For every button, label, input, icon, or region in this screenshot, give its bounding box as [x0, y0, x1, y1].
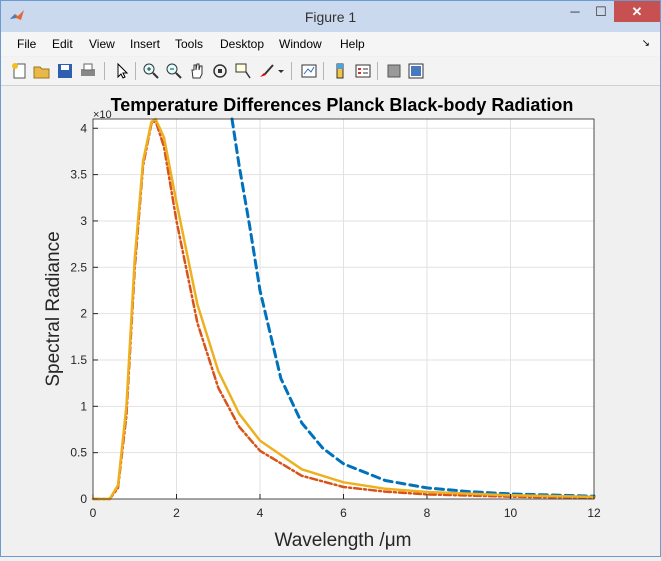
x-tick-label: 2	[173, 506, 180, 520]
menu-window[interactable]: Window	[279, 37, 322, 51]
x-tick-label: 0	[90, 506, 97, 520]
figure-canvas: Temperature Differences Planck Black-bod…	[1, 86, 660, 556]
zoom-out-icon[interactable]	[165, 62, 183, 80]
y-tick-label: 2.5	[70, 260, 87, 274]
tick-labels: 0 2 4 6 8 10 12 0 0.5 1 1.5 2 2.5 3 3.5 4	[70, 121, 601, 520]
title-bar[interactable]: Figure 1 ─ ☐ ✕	[1, 1, 660, 32]
save-icon[interactable]	[56, 62, 74, 80]
zoom-in-icon[interactable]	[142, 62, 160, 80]
new-figure-icon[interactable]	[11, 62, 29, 80]
brush-icon[interactable]	[257, 62, 275, 80]
toolbar-separator	[104, 62, 105, 80]
y-tick-label: 1	[80, 399, 87, 413]
print-icon[interactable]	[79, 62, 97, 80]
brush-dropdown-icon[interactable]	[276, 62, 286, 80]
series-line-3[interactable]	[91, 117, 596, 501]
maximize-button[interactable]: ☐	[595, 4, 607, 19]
y-tick-label: 0	[80, 492, 87, 506]
menu-help[interactable]: Help	[340, 37, 365, 51]
toolbar-separator	[291, 62, 292, 80]
y-tick-label: 1.5	[70, 353, 87, 367]
x-tick-label: 4	[257, 506, 264, 520]
x-tick-label: 10	[504, 506, 518, 520]
x-tick-label: 12	[587, 506, 601, 520]
menu-tools[interactable]: Tools	[175, 37, 204, 51]
y-tick-label: 3	[80, 214, 87, 228]
y-tick-label: 3.5	[70, 168, 87, 182]
pan-icon[interactable]	[188, 62, 206, 80]
y-axis-label: Spectral Radiance	[43, 231, 64, 386]
menu-edit[interactable]: Edit	[52, 37, 73, 51]
y-tick-label: 0.5	[70, 446, 87, 460]
chart-title: Temperature Differences Planck Black-bod…	[111, 95, 574, 115]
hide-plot-tools-icon[interactable]	[385, 62, 403, 80]
toolbar-separator	[323, 62, 324, 80]
data-cursor-icon[interactable]	[234, 62, 252, 80]
close-button[interactable]: ✕	[614, 1, 660, 22]
menu-bar: File Edit View Insert Tools Desktop Wind…	[1, 32, 660, 56]
figure-toolbar	[1, 57, 660, 86]
menu-insert[interactable]: Insert	[130, 37, 161, 51]
rotate-3d-icon[interactable]	[211, 62, 229, 80]
colorbar-icon[interactable]	[331, 62, 349, 80]
x-axis-label: Wavelength /μm	[275, 530, 412, 551]
menu-view[interactable]: View	[89, 37, 115, 51]
series-line-1[interactable]	[230, 117, 596, 498]
pointer-icon[interactable]	[113, 62, 131, 80]
matlab-logo-icon	[10, 10, 24, 20]
x-tick-label: 6	[340, 506, 347, 520]
legend-icon[interactable]	[354, 62, 372, 80]
toolbar-separator	[135, 62, 136, 80]
open-file-icon[interactable]	[33, 62, 51, 80]
minimize-button[interactable]: ─	[570, 4, 580, 19]
y-exponent-label: ×10	[93, 109, 112, 121]
menu-file[interactable]: File	[17, 37, 37, 51]
x-tick-label: 8	[424, 506, 431, 520]
menu-overflow-icon[interactable]: ↘	[641, 38, 650, 49]
y-tick-label: 2	[80, 307, 87, 321]
link-plot-icon[interactable]	[300, 62, 318, 80]
data-series-group	[91, 117, 596, 501]
menu-desktop[interactable]: Desktop	[220, 37, 265, 51]
show-plot-tools-icon[interactable]	[407, 62, 425, 80]
window-title: Figure 1	[304, 9, 357, 25]
line-chart[interactable]: Temperature Differences Planck Black-bod…	[1, 86, 660, 556]
y-tick-label: 4	[80, 121, 87, 135]
toolbar-separator	[377, 62, 378, 80]
